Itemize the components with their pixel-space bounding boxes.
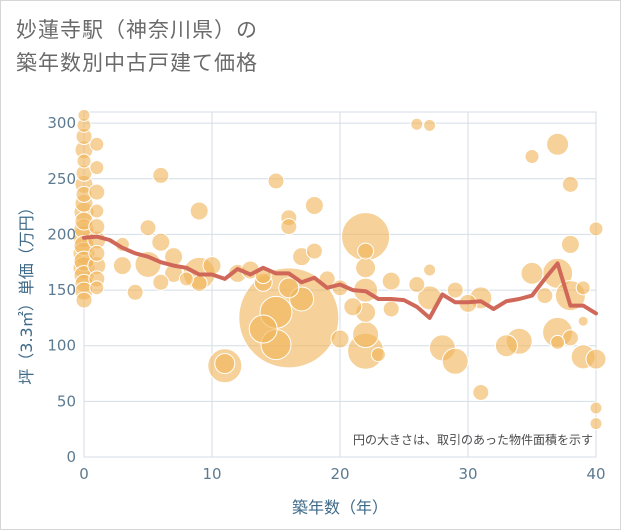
x-tick-label: 30: [458, 465, 477, 483]
y-tick-label: 100: [47, 337, 76, 355]
x-tick-label: 0: [79, 465, 89, 483]
data-bubble: [381, 271, 401, 291]
data-bubble: [89, 160, 105, 176]
x-tick-label: 40: [586, 465, 605, 483]
data-bubble: [89, 136, 105, 152]
y-tick-label: 50: [57, 392, 76, 410]
data-bubble: [75, 291, 93, 309]
y-tick-label: 200: [47, 225, 76, 243]
x-tick-label: 10: [202, 465, 221, 483]
data-bubble: [410, 117, 424, 131]
data-bubble: [178, 271, 194, 287]
data-bubble: [536, 287, 554, 305]
data-bubble: [248, 314, 278, 344]
data-bubble: [202, 256, 222, 276]
bubbles: [72, 108, 607, 431]
data-bubble: [151, 232, 171, 252]
data-bubble: [77, 108, 91, 122]
size-note: 円の大きさは、取引のあった物件面積を示す: [353, 432, 593, 447]
axis-ticks: 0 50 100 150 200 250 300 0 10 20 30 40: [47, 114, 605, 483]
data-bubble: [355, 257, 377, 279]
data-bubble: [382, 300, 400, 318]
data-bubble: [304, 195, 324, 215]
data-bubble: [550, 334, 566, 350]
data-bubble: [524, 149, 540, 165]
data-bubble: [88, 218, 106, 236]
data-bubble: [423, 263, 437, 277]
data-bubble: [89, 203, 105, 219]
data-bubble: [214, 353, 236, 375]
title-line-2: 築年数別中古戸建て価格: [16, 51, 258, 75]
data-bubble: [278, 277, 300, 299]
data-bubble: [589, 401, 603, 415]
data-bubble: [112, 256, 132, 276]
y-axis-label: 坪（3.3㎡）単価（万円）: [17, 199, 36, 384]
data-bubble: [152, 273, 170, 291]
y-tick-label: 300: [47, 114, 76, 132]
data-bubble: [520, 261, 544, 285]
y-tick-label: 150: [47, 281, 76, 299]
data-bubble: [370, 347, 386, 363]
x-tick-label: 20: [330, 465, 349, 483]
trend-line: [82, 234, 598, 320]
data-bubble: [352, 321, 380, 349]
data-bubble: [189, 201, 209, 221]
data-bubble: [472, 383, 490, 401]
data-bubble: [588, 221, 604, 237]
data-bubble: [408, 276, 426, 293]
data-bubble: [330, 329, 350, 349]
data-bubble: [546, 132, 570, 156]
title-line-1: 妙蓮寺駅（神奈川県）の: [16, 18, 258, 42]
data-bubble: [577, 315, 589, 327]
data-bubble: [560, 234, 580, 254]
data-bubble: [267, 172, 285, 190]
data-bubble: [88, 183, 106, 201]
chart-title: 妙蓮寺駅（神奈川県）の 築年数別中古戸建て価格: [16, 14, 258, 80]
x-axis-label: 築年数（年）: [292, 498, 388, 517]
y-tick-label: 250: [47, 170, 76, 188]
data-bubble: [446, 281, 464, 299]
data-bubble: [423, 118, 437, 132]
data-bubble: [575, 280, 591, 296]
data-bubble: [561, 175, 579, 193]
data-bubble: [305, 242, 323, 260]
y-tick-label: 0: [66, 448, 76, 466]
data-bubble: [357, 242, 375, 260]
data-bubble: [494, 334, 518, 358]
grid-lines: [83, 111, 597, 458]
data-bubble: [139, 219, 157, 237]
data-bubble: [441, 347, 469, 375]
data-bubble: [89, 280, 105, 296]
trend-line-group: [82, 234, 598, 320]
data-bubble: [88, 244, 106, 262]
data-bubble: [343, 297, 363, 317]
data-bubble: [76, 153, 92, 169]
data-bubble: [152, 166, 170, 184]
data-bubble: [280, 218, 298, 236]
data-bubble: [126, 283, 144, 301]
data-bubble: [585, 348, 607, 370]
data-bubble: [589, 417, 603, 431]
